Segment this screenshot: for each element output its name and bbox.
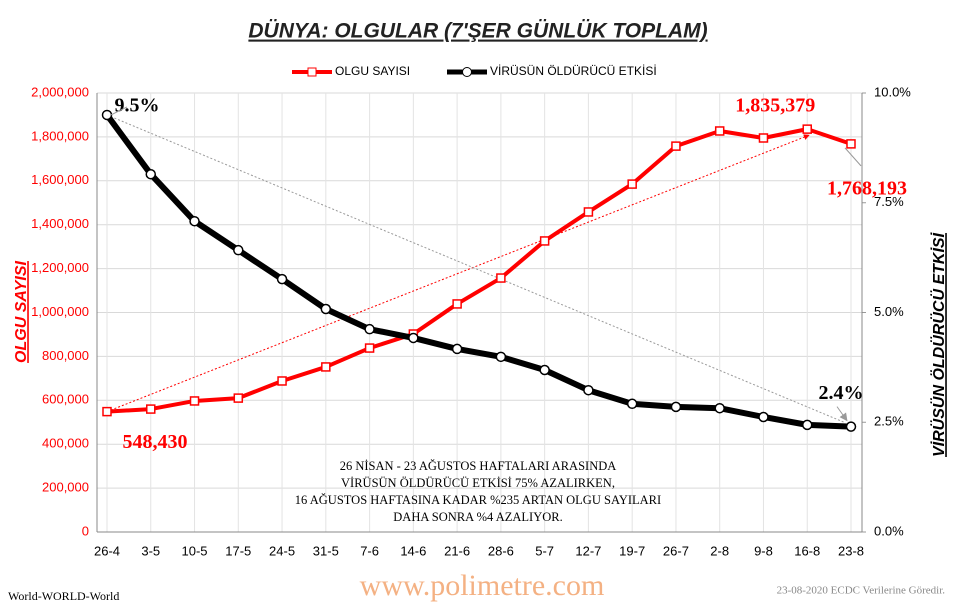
y-tick-label: 200,000 <box>42 480 89 495</box>
x-tick-label: 21-6 <box>444 543 470 558</box>
point <box>846 139 856 149</box>
data-label: 1,768,193 <box>827 177 907 199</box>
point <box>714 126 725 136</box>
y-tick-label: 600,000 <box>42 392 89 407</box>
point <box>320 303 332 315</box>
point <box>801 419 813 431</box>
point <box>101 109 113 121</box>
point <box>189 396 200 406</box>
data-label: 1,835,379 <box>735 95 815 117</box>
x-tick-label: 16-8 <box>794 543 820 558</box>
legend-marker <box>307 67 317 77</box>
y2-tick-label: 7.5% <box>874 194 904 209</box>
point <box>233 244 244 256</box>
point <box>321 362 331 372</box>
y-tick-label: 1,400,000 <box>31 216 89 231</box>
y2-tick-label: 10.0% <box>874 84 911 99</box>
y-tick-label: 1,800,000 <box>31 128 89 143</box>
point <box>539 236 550 246</box>
point <box>671 141 681 151</box>
y-tick-label: 400,000 <box>42 436 89 451</box>
label-arrow <box>844 147 862 167</box>
annotation: 16 AĞUSTOS HAFTASINA KADAR %235 ARTAN OL… <box>295 493 661 507</box>
y2-tick-label: 5.0% <box>874 304 904 319</box>
point <box>189 215 200 227</box>
footer-right: 23-08-2020 ECDC Verilerine Göredir. <box>777 585 946 597</box>
data-label: 9.5% <box>115 95 160 117</box>
point <box>583 384 594 396</box>
series-line <box>104 113 852 430</box>
point <box>451 343 463 355</box>
point <box>145 168 157 180</box>
point <box>583 207 594 217</box>
legend-label: VİRÜSÜN ÖLDÜRÜCÜ ETKİSİ <box>490 64 657 78</box>
point <box>364 323 375 335</box>
series-line <box>106 127 852 414</box>
chart-title: DÜNYA: OLGULAR (7'ŞER GÜNLÜK TOPLAM) <box>248 20 707 43</box>
annotation: VİRÜSÜN ÖLDÜRÜCÜ ETKİSİ 75% AZALIRKEN, <box>341 476 615 490</box>
point <box>758 411 769 423</box>
x-tick-label: 2-8 <box>710 543 729 558</box>
point <box>626 398 638 410</box>
x-tick-label: 12-7 <box>575 543 601 558</box>
y-tick-label: 0 <box>82 523 89 538</box>
x-tick-label: 26-4 <box>94 543 120 558</box>
x-tick-label: 5-7 <box>535 543 554 558</box>
data-label: 2.4% <box>819 382 864 404</box>
point <box>452 299 462 309</box>
x-tick-label: 28-6 <box>488 543 514 558</box>
x-tick-label: 10-5 <box>182 543 208 558</box>
point <box>670 401 682 413</box>
x-tick-label: 9-8 <box>754 543 773 558</box>
point <box>276 273 288 285</box>
y-tick-label: 1,000,000 <box>31 304 89 319</box>
point <box>146 404 156 414</box>
data-label: 548,430 <box>123 431 188 453</box>
point <box>758 133 769 143</box>
label-arrow <box>836 406 848 422</box>
point <box>495 351 507 363</box>
annotation: DAHA SONRA %4 AZALIYOR. <box>393 510 562 524</box>
x-tick-label: 31-5 <box>313 543 339 558</box>
point <box>802 124 812 134</box>
point <box>364 343 375 353</box>
annotation: 26 NİSAN - 23 AĞUSTOS HAFTALARI ARASINDA <box>340 459 617 473</box>
point <box>627 179 637 189</box>
point <box>102 406 112 417</box>
point <box>845 421 857 432</box>
x-tick-label: 19-7 <box>619 543 645 558</box>
y-tick-label: 800,000 <box>42 348 89 363</box>
y-tick-label: 1,600,000 <box>31 172 89 187</box>
x-tick-label: 24-5 <box>269 543 295 558</box>
x-tick-label: 14-6 <box>400 543 426 558</box>
x-tick-label: 26-7 <box>663 543 689 558</box>
point <box>496 273 506 283</box>
x-tick-label: 7-6 <box>360 543 379 558</box>
x-tick-label: 3-5 <box>141 543 160 558</box>
y-axis-title: OLGU SAYISI <box>13 260 30 362</box>
point <box>277 376 287 386</box>
legend-label: OLGU SAYISI <box>335 64 410 78</box>
legend-marker <box>462 67 472 77</box>
y-tick-label: 2,000,000 <box>31 84 89 99</box>
point <box>714 402 725 414</box>
footer-center: www.polimetre.com <box>360 569 605 602</box>
point <box>233 393 244 403</box>
y2-axis-title: VİRÜSÜN ÖLDÜRÜCÜ ETKİSİ <box>929 231 948 457</box>
trend-line <box>106 134 810 413</box>
trend-line <box>106 114 846 424</box>
y2-tick-label: 0.0% <box>874 523 904 538</box>
label-arrow <box>110 106 128 116</box>
y-tick-label: 1,200,000 <box>31 260 89 275</box>
point <box>408 332 419 344</box>
x-tick-label: 17-5 <box>225 543 251 558</box>
point <box>539 364 550 376</box>
y2-tick-label: 2.5% <box>874 414 904 429</box>
footer-left: World-WORLD-World <box>8 589 119 603</box>
x-tick-label: 23-8 <box>838 543 864 558</box>
